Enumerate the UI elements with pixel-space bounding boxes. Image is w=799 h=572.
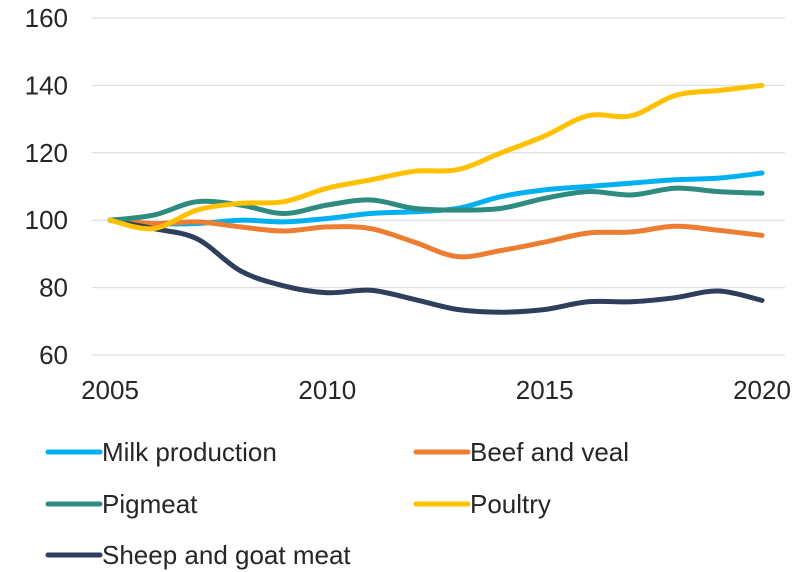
x-axis-ticks: 2005 2010 2015 2020 [81, 375, 791, 405]
x-tick-label: 2020 [733, 375, 791, 405]
y-tick-label: 60 [39, 340, 68, 370]
legend-item-beef-and-veal: Beef and veal [413, 437, 629, 467]
series-line-poultry [107, 82, 765, 232]
series-line-milk-production [107, 170, 765, 227]
legend-label: Pigmeat [102, 489, 198, 519]
y-axis-ticks: 60 80 100 120 140 160 [25, 3, 68, 370]
y-tick-label: 80 [39, 273, 68, 303]
legend-item-milk-production: Milk production [45, 437, 277, 467]
x-tick-label: 2005 [81, 375, 139, 405]
y-tick-label: 140 [25, 70, 68, 100]
legend-item-pigmeat: Pigmeat [45, 489, 198, 519]
series-line-pigmeat [107, 185, 765, 223]
legend-item-poultry: Poultry [413, 489, 551, 519]
legend-label: Sheep and goat meat [102, 540, 351, 570]
x-tick-label: 2010 [298, 375, 356, 405]
legend-item-sheep-and-goat-meat: Sheep and goat meat [45, 540, 351, 570]
series-line-sheep-and-goat-meat [107, 217, 765, 315]
legend-label: Milk production [102, 437, 277, 467]
y-tick-label: 160 [25, 3, 68, 33]
legend-label: Beef and veal [470, 437, 629, 467]
series-lines [107, 82, 765, 315]
x-tick-label: 2015 [516, 375, 574, 405]
y-tick-label: 100 [25, 205, 68, 235]
legend: Milk production Beef and veal Pigmeat Poult… [45, 437, 629, 570]
legend-label: Poultry [470, 489, 551, 519]
series-line-beef-and-veal [107, 217, 765, 260]
y-tick-label: 120 [25, 138, 68, 168]
